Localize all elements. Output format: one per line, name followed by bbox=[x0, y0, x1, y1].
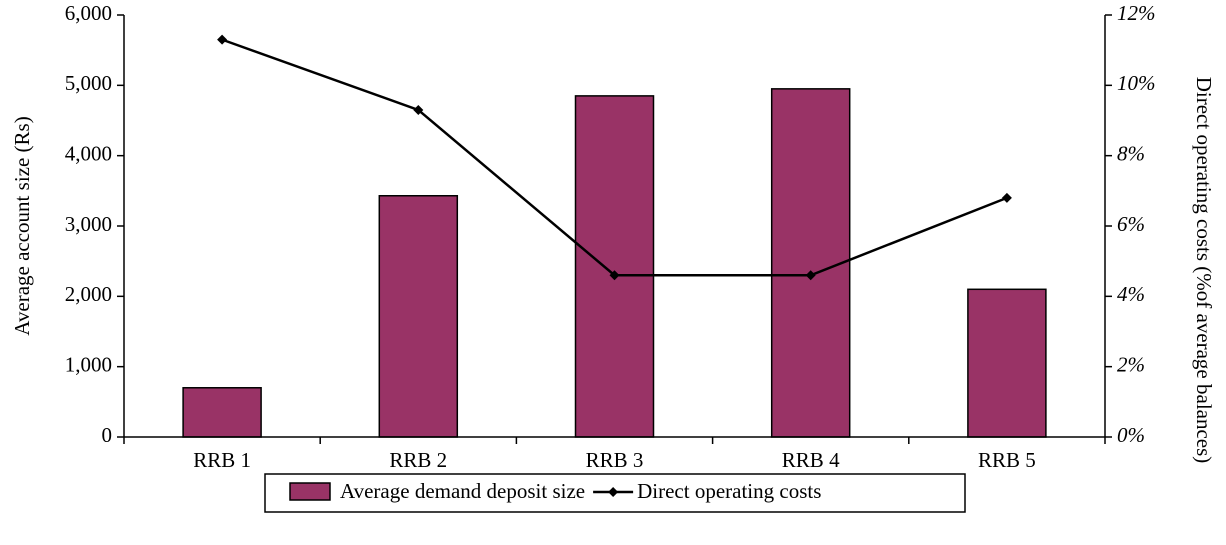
y2-tick-label: 0% bbox=[1117, 423, 1145, 447]
bar bbox=[574, 95, 655, 438]
y2-tick-label: 6% bbox=[1117, 212, 1145, 236]
bar bbox=[967, 288, 1047, 438]
y-tick-label: 0 bbox=[102, 423, 113, 447]
y2-tick-label: 8% bbox=[1117, 141, 1145, 165]
y2-tick-label: 10% bbox=[1117, 71, 1156, 95]
legend-marker bbox=[608, 487, 619, 497]
legend-box bbox=[264, 473, 966, 513]
x-tick-label: RRB 2 bbox=[389, 448, 447, 472]
line-marker bbox=[805, 270, 816, 281]
legend-swatch bbox=[289, 482, 331, 501]
line-marker bbox=[413, 104, 424, 115]
y2-tick-label: 12% bbox=[1117, 1, 1156, 25]
line-marker bbox=[217, 34, 228, 45]
y-tick-label: 5,000 bbox=[65, 71, 112, 95]
bar bbox=[770, 88, 851, 438]
x-tick-label: RRB 4 bbox=[782, 448, 840, 472]
line-marker bbox=[1001, 192, 1012, 203]
y-tick-label: 4,000 bbox=[65, 141, 112, 165]
x-tick-label: RRB 5 bbox=[978, 448, 1036, 472]
bar bbox=[378, 195, 459, 438]
y2-axis-title: Direct operating costs (%of average bala… bbox=[1192, 77, 1216, 464]
y-tick-label: 3,000 bbox=[65, 212, 112, 236]
y-tick-label: 1,000 bbox=[65, 352, 112, 376]
y-tick-label: 6,000 bbox=[65, 1, 112, 25]
x-tick-label: RRB 3 bbox=[586, 448, 644, 472]
y2-tick-label: 4% bbox=[1117, 282, 1145, 306]
legend-label: Average demand deposit size bbox=[340, 479, 585, 503]
y-tick-label: 2,000 bbox=[65, 282, 112, 306]
bar bbox=[182, 387, 262, 438]
x-tick-label: RRB 1 bbox=[193, 448, 251, 472]
legend-label: Direct operating costs bbox=[637, 479, 821, 503]
y-axis-title: Average account size (Rs) bbox=[10, 116, 34, 335]
y2-tick-label: 2% bbox=[1117, 352, 1145, 376]
line-marker bbox=[609, 270, 620, 281]
